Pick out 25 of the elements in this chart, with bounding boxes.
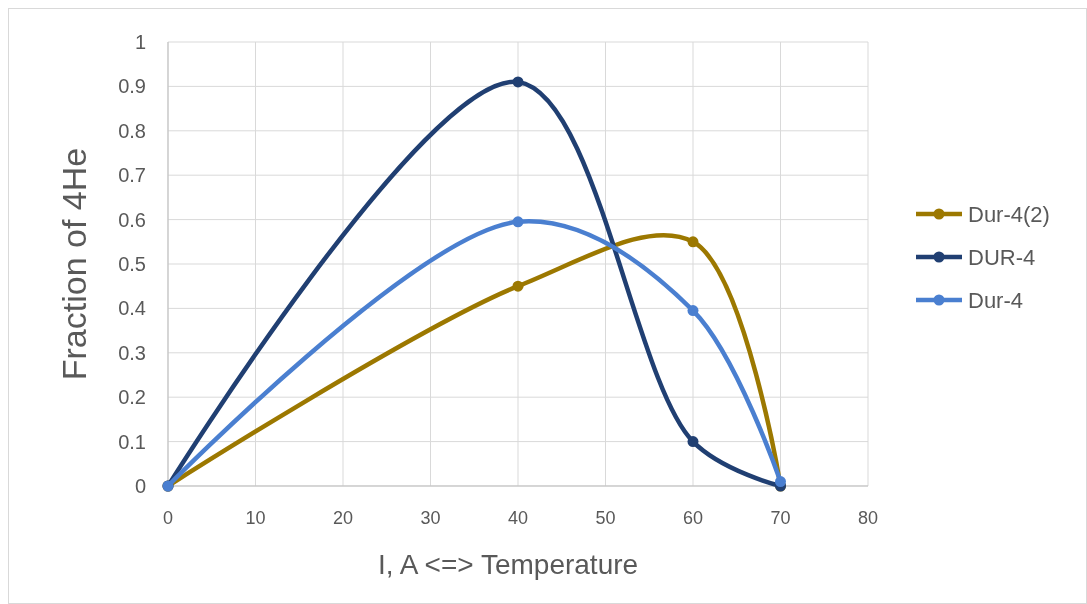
y-tick-label: 0.2 — [118, 386, 146, 409]
y-tick-label: 0.6 — [118, 208, 146, 231]
x-tick-label: 40 — [507, 508, 529, 528]
x-tick-label: 60 — [682, 508, 704, 528]
y-tick-label: 0 — [134, 475, 146, 497]
y-tick-label: 0.5 — [118, 253, 146, 275]
y-tick-label: 1 — [134, 31, 146, 53]
x-axis-title: I, A <=> Temperature — [377, 549, 639, 580]
x-tick-label: 10 — [245, 508, 266, 528]
x-tick-label: 50 — [595, 508, 616, 528]
x-tick-label: 0 — [162, 508, 174, 528]
y-tick-label: 0.7 — [118, 164, 146, 187]
x-tick-label: 30 — [420, 508, 441, 528]
legend-label: DUR-4 — [968, 245, 1036, 270]
y-tick-label: 0.1 — [118, 430, 146, 453]
legend-label: Dur-4 — [968, 288, 1024, 313]
legend-label: Dur-4(2) — [968, 202, 1050, 227]
y-tick-label: 0.4 — [118, 297, 146, 320]
x-tick-label: 70 — [770, 508, 791, 528]
y-tick-label: 0.8 — [118, 119, 146, 142]
x-tick-label: 20 — [332, 508, 354, 528]
y-tick-label: 0.9 — [118, 75, 146, 98]
x-tick-label: 80 — [857, 508, 879, 528]
y-axis-title: Fraction of 4He — [55, 147, 93, 381]
y-tick-label: 0.3 — [118, 341, 146, 364]
